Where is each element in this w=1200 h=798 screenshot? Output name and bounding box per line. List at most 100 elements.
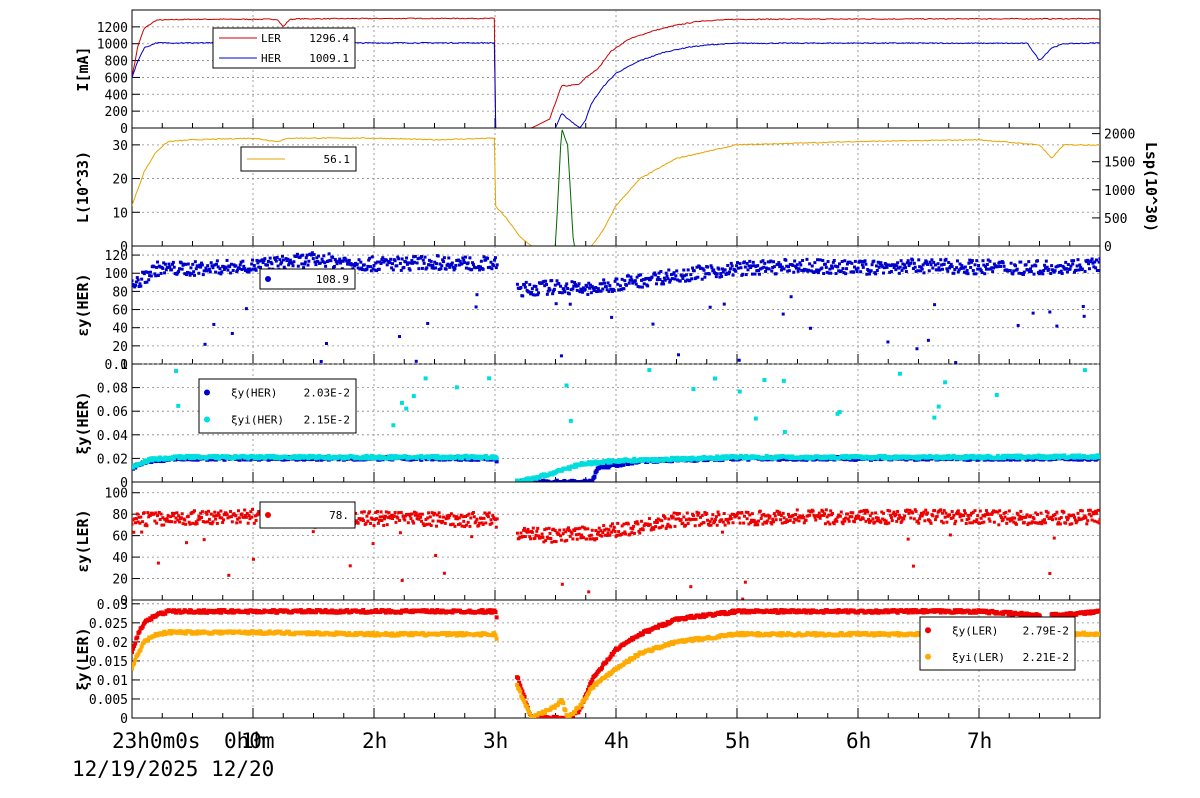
data-point	[965, 518, 969, 522]
data-point	[612, 525, 616, 529]
data-point	[256, 261, 260, 265]
series-group	[132, 251, 1100, 364]
data-point	[623, 530, 627, 534]
data-point	[807, 608, 812, 613]
data-point	[697, 511, 701, 515]
data-point	[747, 264, 751, 268]
data-point	[149, 617, 154, 622]
data-point	[1028, 514, 1032, 518]
data-point	[430, 457, 435, 462]
data-point	[886, 340, 890, 344]
y-tick-label: 80	[112, 508, 128, 523]
data-point	[376, 260, 380, 264]
data-point	[1098, 517, 1100, 521]
data-point	[857, 514, 861, 518]
data-point	[884, 519, 888, 523]
data-point	[958, 515, 962, 519]
data-point	[1008, 457, 1013, 462]
data-point	[172, 265, 176, 269]
data-point	[715, 272, 719, 276]
data-point	[388, 261, 392, 265]
data-point	[592, 461, 597, 466]
data-point	[225, 258, 229, 262]
data-point	[995, 453, 1000, 458]
y-axis-label: ξy(LER)	[74, 627, 92, 690]
data-point	[236, 268, 240, 272]
data-point	[966, 514, 970, 518]
data-point	[763, 261, 767, 265]
data-point	[887, 263, 891, 267]
data-point	[601, 531, 605, 535]
data-point	[392, 514, 396, 518]
data-point	[305, 253, 309, 257]
data-point	[999, 516, 1003, 520]
data-point	[641, 528, 645, 532]
y-tick-label: 10	[112, 206, 128, 221]
data-point	[980, 270, 984, 274]
data-point	[970, 511, 974, 515]
data-point	[159, 459, 164, 464]
data-point	[224, 266, 228, 270]
y-tick-label: 0.06	[97, 405, 128, 420]
data-point	[718, 275, 722, 279]
data-point	[1013, 516, 1017, 520]
data-point	[948, 265, 952, 269]
data-point	[996, 265, 1000, 269]
data-point	[619, 288, 623, 292]
data-point	[917, 258, 921, 262]
data-point	[324, 264, 328, 268]
data-point	[553, 283, 557, 287]
data-point	[948, 513, 952, 517]
data-point	[1002, 511, 1006, 515]
data-point	[669, 273, 673, 277]
data-point	[722, 511, 726, 515]
data-point	[389, 453, 394, 458]
data-point	[622, 522, 626, 526]
data-point	[137, 629, 142, 634]
data-point	[926, 511, 930, 515]
data-point	[444, 267, 448, 271]
data-point	[685, 511, 689, 515]
y-tick-label: 1000	[97, 38, 128, 53]
data-point	[689, 273, 693, 277]
data-point	[761, 259, 765, 263]
data-point	[210, 522, 214, 526]
data-point	[889, 516, 893, 520]
data-point	[175, 511, 179, 515]
data-point	[935, 514, 939, 518]
data-point	[558, 290, 562, 294]
y2-tick-label: 1500	[1104, 156, 1135, 171]
data-point	[1064, 260, 1068, 264]
data-point	[994, 392, 999, 397]
data-point	[186, 515, 190, 519]
data-point	[968, 521, 972, 525]
data-point	[621, 531, 625, 535]
data-point	[528, 283, 532, 287]
data-point	[152, 512, 156, 516]
data-point	[1073, 518, 1077, 522]
data-point	[659, 525, 663, 529]
data-point	[1033, 521, 1037, 525]
data-point	[1053, 269, 1057, 273]
y-tick-label: 0.015	[89, 655, 128, 670]
data-point	[624, 532, 628, 536]
data-point	[723, 268, 727, 272]
data-point	[152, 265, 156, 269]
data-point	[518, 535, 522, 539]
data-point	[660, 624, 665, 629]
data-point	[1069, 264, 1073, 268]
data-point	[616, 521, 620, 525]
data-point	[135, 635, 140, 640]
data-point	[170, 268, 174, 272]
data-point	[179, 261, 183, 265]
data-point	[613, 279, 617, 283]
data-point	[971, 510, 975, 514]
data-point	[326, 259, 330, 263]
data-point	[338, 257, 342, 261]
data-point	[554, 714, 559, 718]
data-point	[472, 515, 476, 519]
data-point	[1021, 272, 1025, 276]
data-point	[420, 255, 424, 259]
data-point	[669, 525, 673, 529]
